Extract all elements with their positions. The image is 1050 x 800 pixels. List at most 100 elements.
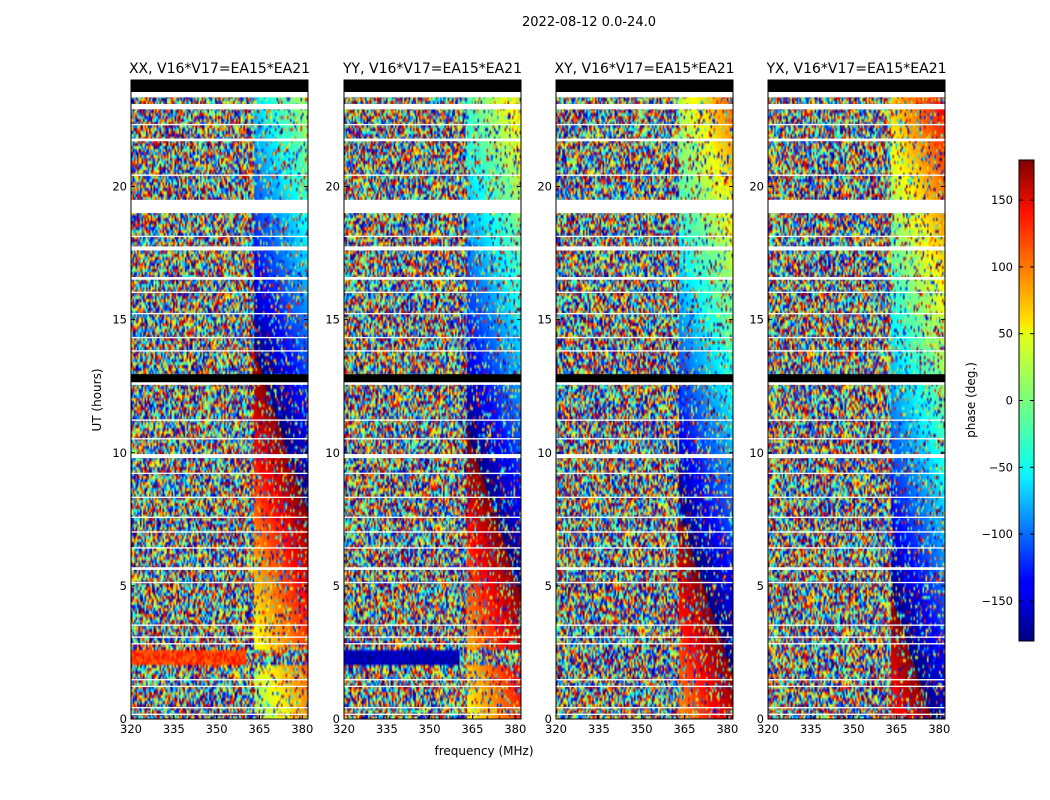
flagged-row <box>344 685 521 688</box>
flagged-row <box>344 643 521 645</box>
panel-4: YX, V16*V17=EA15*EA21 320 335 350 365 380 0 5 10… <box>749 61 950 736</box>
blank-row <box>768 80 945 92</box>
flagged-row <box>131 531 308 533</box>
blank-row <box>344 374 521 383</box>
flagged-row <box>344 679 521 681</box>
flagged-row <box>768 531 945 533</box>
x-tick-label: 350 <box>631 722 653 736</box>
y-tick-label: 20 <box>112 180 127 194</box>
panel-2: YY, V16*V17=EA15*EA21 320 335 350 365 380 0 5 10… <box>325 61 526 736</box>
flagged-row <box>131 547 308 549</box>
y-tick-label: 0 <box>333 712 340 726</box>
x-tick-label: 380 <box>716 722 738 736</box>
colorbar-tick-label: 100 <box>991 260 1013 274</box>
panel-4-frame <box>767 79 946 720</box>
x-tick-label: 320 <box>333 722 355 736</box>
flagged-row <box>131 123 308 126</box>
flagged-row <box>344 472 521 475</box>
flagged-row <box>131 246 308 251</box>
flagged-row <box>768 277 945 280</box>
colorbar-ticks: 150 100 50 0 −50 −100 −150 <box>981 193 1034 608</box>
x-tick-label: 365 <box>248 722 270 736</box>
flagged-row <box>131 679 308 681</box>
flagged-row <box>556 547 733 549</box>
y-tick-label: 5 <box>545 579 552 593</box>
flagged-row <box>556 336 733 339</box>
x-tick-label: 365 <box>885 722 907 736</box>
flagged-row <box>768 624 945 626</box>
y-tick-label: 20 <box>749 180 764 194</box>
flagged-row <box>556 382 733 385</box>
flagged-row <box>131 581 308 584</box>
flagged-row <box>131 103 308 110</box>
panel-2-flag-rows <box>344 80 521 716</box>
x-tick-label: 350 <box>419 722 441 736</box>
y-tick-label: 5 <box>333 579 340 593</box>
flagged-row <box>131 174 308 176</box>
flagged-row <box>131 382 308 385</box>
x-tick-label: 380 <box>928 722 950 736</box>
flagged-row <box>556 350 733 352</box>
panel-3: XY, V16*V17=EA15*EA21 320 335 350 365 380 0 5 10… <box>537 61 738 736</box>
blank-row <box>344 80 521 92</box>
y-tick-label: 15 <box>537 313 552 327</box>
flagged-row <box>768 713 945 716</box>
y-tick-label: 5 <box>120 579 127 593</box>
y-tick-label: 10 <box>112 446 127 460</box>
panel-1-frame <box>130 79 309 720</box>
flagged-row <box>556 123 733 126</box>
flagged-row <box>344 624 521 626</box>
flagged-row <box>768 516 945 518</box>
flagged-row <box>344 531 521 533</box>
flagged-row <box>556 138 733 142</box>
flagged-row <box>768 472 945 475</box>
colorbar-tick-label: 50 <box>998 327 1013 341</box>
flagged-row <box>556 246 733 251</box>
x-tick-label: 365 <box>673 722 695 736</box>
flagged-row <box>768 123 945 126</box>
flagged-row <box>344 277 521 280</box>
y-tick-label: 0 <box>545 712 552 726</box>
flagged-row <box>344 713 521 716</box>
flagged-row <box>344 496 521 499</box>
blank-row <box>131 374 308 383</box>
flagged-row <box>131 277 308 280</box>
flagged-row <box>344 199 521 214</box>
flagged-row <box>768 91 945 98</box>
flagged-row <box>131 91 308 98</box>
flagged-row <box>768 382 945 385</box>
flagged-row <box>768 246 945 251</box>
flagged-row <box>768 291 945 293</box>
blank-row <box>556 80 733 92</box>
x-tick-label: 335 <box>588 722 610 736</box>
flagged-row <box>768 235 945 238</box>
flagged-row <box>556 472 733 475</box>
y-tick-label: 10 <box>325 446 340 460</box>
flagged-row <box>556 496 733 499</box>
flagged-row <box>131 707 308 709</box>
flagged-row <box>131 419 308 421</box>
y-tick-label: 20 <box>537 180 552 194</box>
flagged-row <box>344 636 521 638</box>
flagged-row <box>556 103 733 110</box>
flagged-row <box>131 336 308 339</box>
panel-3-frame <box>555 79 734 720</box>
panel-1-title: XX, V16*V17=EA15*EA21 <box>129 61 310 77</box>
flagged-row <box>768 707 945 709</box>
flagged-row <box>131 713 308 716</box>
flagged-row <box>556 713 733 716</box>
flagged-row <box>131 199 308 214</box>
flagged-row <box>131 454 308 459</box>
flagged-row <box>344 123 521 126</box>
flagged-row <box>556 636 733 638</box>
flagged-row <box>344 103 521 110</box>
flagged-row <box>344 312 521 315</box>
flagged-row <box>131 516 308 518</box>
flagged-row <box>344 91 521 98</box>
x-tick-label: 320 <box>120 722 142 736</box>
flagged-row <box>556 567 733 570</box>
panel-2-heatmap <box>344 80 521 719</box>
colorbar-tick-label: 0 <box>1006 394 1013 408</box>
flagged-row <box>556 312 733 315</box>
panel-2-title: YY, V16*V17=EA15*EA21 <box>342 61 522 77</box>
